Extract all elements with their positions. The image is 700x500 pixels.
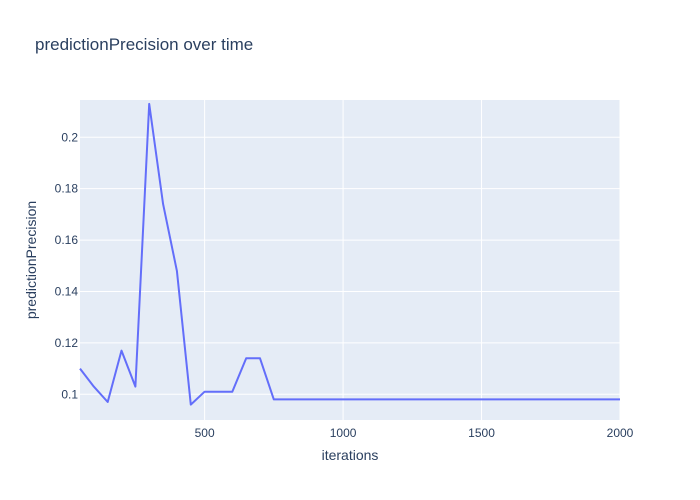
data-point — [258, 356, 262, 360]
grid-lines — [80, 100, 621, 420]
data-point — [175, 269, 179, 273]
y-tick-label: 0.18 — [55, 182, 79, 196]
x-tick-label: 500 — [195, 426, 215, 440]
data-point — [133, 385, 137, 389]
data-point — [480, 397, 484, 401]
x-axis-title: iterations — [322, 447, 379, 463]
y-tick-label: 0.16 — [55, 233, 79, 247]
data-point — [78, 367, 82, 371]
data-point — [106, 400, 110, 404]
data-point — [313, 397, 317, 401]
chart-title: predictionPrecision over time — [35, 35, 253, 54]
data-point — [189, 403, 193, 407]
data-point — [244, 356, 248, 360]
data-point — [521, 397, 525, 401]
data-point — [203, 390, 207, 394]
data-point — [590, 397, 594, 401]
data-point — [300, 397, 304, 401]
x-axis-ticks: 500 1000 1500 2000 — [195, 426, 634, 440]
data-point — [618, 397, 622, 401]
y-axis-ticks: 0.1 0.12 0.14 0.16 0.18 0.2 — [55, 130, 79, 401]
x-tick-label: 2000 — [607, 426, 634, 440]
data-point — [286, 397, 290, 401]
data-point — [493, 397, 497, 401]
series-layer — [78, 102, 622, 407]
data-point — [507, 397, 511, 401]
data-point — [424, 397, 428, 401]
data-point — [604, 397, 608, 401]
x-tick-label: 1500 — [468, 426, 495, 440]
plot-area — [80, 100, 620, 420]
data-point — [563, 397, 567, 401]
data-point — [549, 397, 553, 401]
data-point — [216, 390, 220, 394]
data-point — [383, 397, 387, 401]
data-point — [161, 202, 165, 206]
x-tick-label: 1000 — [330, 426, 357, 440]
data-point — [410, 397, 414, 401]
data-point — [355, 397, 359, 401]
y-tick-label: 0.12 — [55, 336, 79, 350]
series-line — [79, 102, 620, 406]
data-point — [120, 349, 124, 353]
data-point — [147, 102, 151, 106]
data-point — [341, 397, 345, 401]
y-axis-title: predictionPrecision — [23, 201, 39, 319]
data-point — [396, 397, 400, 401]
y-tick-label: 0.2 — [61, 130, 78, 144]
data-point — [230, 390, 234, 394]
data-point — [452, 397, 456, 401]
data-point — [466, 397, 470, 401]
y-tick-label: 0.1 — [61, 387, 78, 401]
data-point — [369, 397, 373, 401]
data-point — [327, 397, 331, 401]
data-point — [92, 385, 96, 389]
data-point — [576, 397, 580, 401]
y-tick-label: 0.14 — [55, 284, 79, 298]
data-point — [535, 397, 539, 401]
data-point — [438, 397, 442, 401]
data-point — [272, 397, 276, 401]
